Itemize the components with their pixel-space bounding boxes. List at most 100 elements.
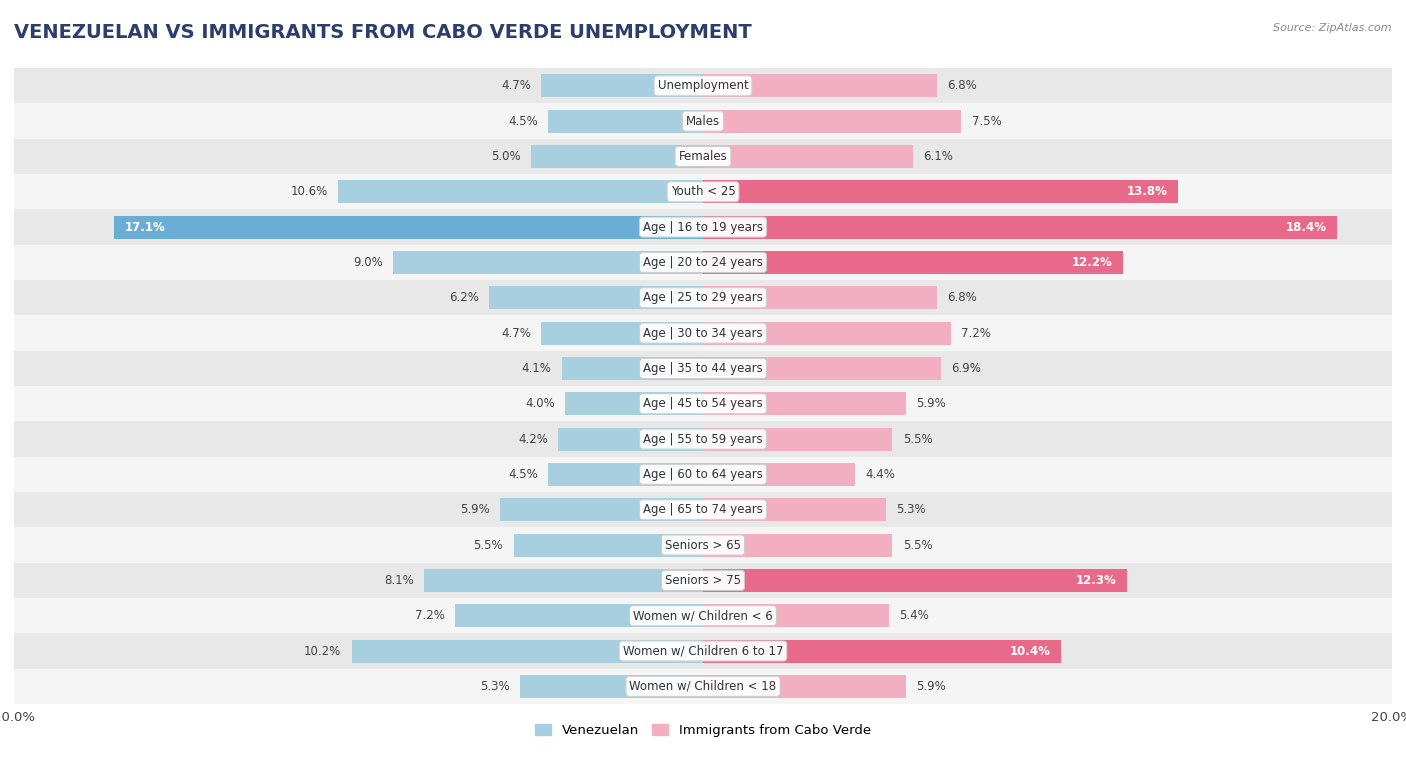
- Bar: [114, 216, 703, 238]
- Bar: [392, 251, 703, 274]
- Bar: [14, 634, 1392, 668]
- Text: Females: Females: [679, 150, 727, 163]
- Text: 10.4%: 10.4%: [1010, 644, 1050, 658]
- Text: VENEZUELAN VS IMMIGRANTS FROM CABO VERDE UNEMPLOYMENT: VENEZUELAN VS IMMIGRANTS FROM CABO VERDE…: [14, 23, 752, 42]
- Text: 5.9%: 5.9%: [917, 397, 946, 410]
- Bar: [548, 463, 703, 486]
- Bar: [489, 286, 703, 309]
- Bar: [703, 216, 1337, 238]
- Text: Seniors > 75: Seniors > 75: [665, 574, 741, 587]
- Bar: [14, 350, 1392, 386]
- Text: 10.6%: 10.6%: [290, 185, 328, 198]
- Bar: [703, 604, 889, 627]
- Text: 8.1%: 8.1%: [384, 574, 413, 587]
- Text: Males: Males: [686, 114, 720, 128]
- Text: Source: ZipAtlas.com: Source: ZipAtlas.com: [1274, 23, 1392, 33]
- Bar: [703, 463, 855, 486]
- Text: Age | 30 to 34 years: Age | 30 to 34 years: [643, 326, 763, 340]
- Bar: [548, 110, 703, 132]
- Text: Age | 20 to 24 years: Age | 20 to 24 years: [643, 256, 763, 269]
- Bar: [425, 569, 703, 592]
- Text: Age | 25 to 29 years: Age | 25 to 29 years: [643, 291, 763, 304]
- Bar: [352, 640, 703, 662]
- Text: 5.3%: 5.3%: [896, 503, 925, 516]
- Bar: [14, 492, 1392, 528]
- Text: 6.2%: 6.2%: [450, 291, 479, 304]
- Bar: [14, 528, 1392, 562]
- Text: 5.5%: 5.5%: [903, 432, 932, 446]
- Bar: [558, 428, 703, 450]
- Bar: [14, 386, 1392, 422]
- Text: Unemployment: Unemployment: [658, 79, 748, 92]
- Bar: [703, 145, 912, 168]
- Text: 12.2%: 12.2%: [1073, 256, 1114, 269]
- Text: 4.5%: 4.5%: [508, 468, 537, 481]
- Bar: [14, 210, 1392, 245]
- Bar: [14, 245, 1392, 280]
- Text: 13.8%: 13.8%: [1128, 185, 1168, 198]
- Text: 5.5%: 5.5%: [474, 538, 503, 552]
- Text: Women w/ Children 6 to 17: Women w/ Children 6 to 17: [623, 644, 783, 658]
- Bar: [703, 180, 1178, 203]
- Bar: [14, 456, 1392, 492]
- Text: 18.4%: 18.4%: [1285, 220, 1326, 234]
- Bar: [14, 280, 1392, 316]
- Text: 5.9%: 5.9%: [917, 680, 946, 693]
- Bar: [14, 422, 1392, 456]
- Text: 12.3%: 12.3%: [1076, 574, 1116, 587]
- Bar: [337, 180, 703, 203]
- Bar: [703, 569, 1126, 592]
- Bar: [703, 498, 886, 522]
- Text: 4.0%: 4.0%: [524, 397, 555, 410]
- Text: 9.0%: 9.0%: [353, 256, 382, 269]
- Text: Age | 55 to 59 years: Age | 55 to 59 years: [643, 432, 763, 446]
- Text: 4.4%: 4.4%: [865, 468, 894, 481]
- Bar: [14, 598, 1392, 634]
- Bar: [541, 74, 703, 97]
- Text: Age | 65 to 74 years: Age | 65 to 74 years: [643, 503, 763, 516]
- Bar: [703, 428, 893, 450]
- Bar: [14, 668, 1392, 704]
- Bar: [499, 498, 703, 522]
- Text: 7.2%: 7.2%: [962, 326, 991, 340]
- Bar: [703, 675, 907, 698]
- Text: Youth < 25: Youth < 25: [671, 185, 735, 198]
- Bar: [703, 286, 938, 309]
- Bar: [14, 139, 1392, 174]
- Bar: [703, 251, 1123, 274]
- Bar: [14, 562, 1392, 598]
- Bar: [513, 534, 703, 556]
- Text: 7.5%: 7.5%: [972, 114, 1001, 128]
- Text: 5.5%: 5.5%: [903, 538, 932, 552]
- Bar: [703, 640, 1062, 662]
- Text: 10.2%: 10.2%: [304, 644, 342, 658]
- Text: 7.2%: 7.2%: [415, 609, 444, 622]
- Bar: [531, 145, 703, 168]
- Text: Women w/ Children < 18: Women w/ Children < 18: [630, 680, 776, 693]
- Text: 6.9%: 6.9%: [950, 362, 981, 375]
- Text: 6.1%: 6.1%: [924, 150, 953, 163]
- Bar: [14, 316, 1392, 350]
- Text: 5.9%: 5.9%: [460, 503, 489, 516]
- Bar: [703, 534, 893, 556]
- Bar: [456, 604, 703, 627]
- Bar: [565, 392, 703, 415]
- Text: Age | 60 to 64 years: Age | 60 to 64 years: [643, 468, 763, 481]
- Bar: [14, 68, 1392, 104]
- Bar: [703, 392, 907, 415]
- Bar: [703, 74, 938, 97]
- Text: 4.2%: 4.2%: [519, 432, 548, 446]
- Text: 4.7%: 4.7%: [501, 326, 531, 340]
- Text: 4.7%: 4.7%: [501, 79, 531, 92]
- Legend: Venezuelan, Immigrants from Cabo Verde: Venezuelan, Immigrants from Cabo Verde: [530, 718, 876, 742]
- Text: Age | 35 to 44 years: Age | 35 to 44 years: [643, 362, 763, 375]
- Text: 17.1%: 17.1%: [124, 220, 165, 234]
- Text: 6.8%: 6.8%: [948, 291, 977, 304]
- Bar: [520, 675, 703, 698]
- Text: 4.1%: 4.1%: [522, 362, 551, 375]
- Text: 5.0%: 5.0%: [491, 150, 520, 163]
- Text: 4.5%: 4.5%: [508, 114, 537, 128]
- Text: 5.3%: 5.3%: [481, 680, 510, 693]
- Text: Seniors > 65: Seniors > 65: [665, 538, 741, 552]
- Bar: [703, 357, 941, 380]
